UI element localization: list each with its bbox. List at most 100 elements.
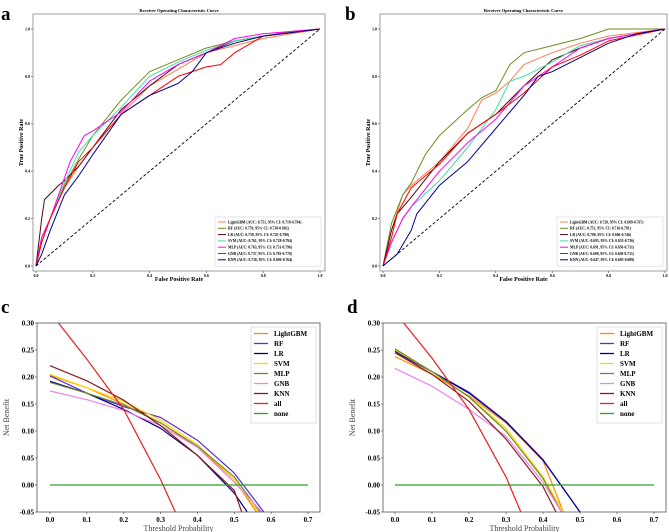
x-tick-label: 0.4 bbox=[147, 273, 152, 278]
plot-frame bbox=[379, 13, 668, 272]
diagonal-reference-line bbox=[35, 28, 321, 267]
legend: LightGBM (AUC: 0.728, 95% CI: 0.689-0.76… bbox=[556, 216, 664, 267]
series-line-svm bbox=[394, 349, 564, 512]
legend-label: RF (AUC: 0.753, 95% CI: 0.716-0.791) bbox=[570, 227, 632, 231]
series-line-rf bbox=[394, 352, 581, 512]
chart-title: Receiver Operating Characteristic Curve bbox=[139, 8, 218, 13]
x-tick-label: 0.2 bbox=[90, 273, 95, 278]
y-tick-label: 0.0 bbox=[372, 263, 377, 268]
series-line-gnb bbox=[382, 28, 666, 267]
legend-box bbox=[214, 216, 322, 267]
series-line-lr bbox=[394, 350, 581, 512]
legend-label: SVM bbox=[274, 360, 290, 368]
plot-area bbox=[49, 323, 308, 512]
x-tick-label: 0.5 bbox=[230, 516, 239, 524]
legend-box bbox=[556, 216, 664, 267]
plot-area bbox=[382, 28, 666, 267]
legend-label: MLP (AUC: 0.691, 95% CI: 0.650-0.731) bbox=[570, 246, 635, 250]
panel-label-c: c bbox=[1, 297, 9, 318]
y-tick-label: 0.8 bbox=[372, 74, 377, 79]
legend-label: MLP bbox=[620, 370, 636, 378]
series-line-rf bbox=[382, 28, 665, 267]
x-tick-label: 0.4 bbox=[539, 516, 548, 524]
y-tick-label: -0.05 bbox=[365, 508, 380, 516]
legend-label: none bbox=[274, 410, 288, 418]
plot-frame bbox=[382, 322, 667, 513]
legend-label: LR (AUC: 0.758, 95% CI: 0.725-0.790) bbox=[228, 233, 290, 237]
series-line-knn bbox=[35, 28, 321, 267]
legend-label: LR bbox=[620, 350, 631, 358]
panel-label-a: a bbox=[1, 4, 11, 25]
x-axis-label: False Positive Rate bbox=[155, 277, 204, 283]
legend: LightGBM RF LR SVM MLP GNB KNN all none bbox=[596, 326, 663, 424]
y-tick-label: 0.20 bbox=[22, 373, 35, 381]
legend: LightGBM (AUC: 0.751, 95% CI: 0.718-0.78… bbox=[214, 216, 322, 267]
legend-label: KNN bbox=[620, 390, 636, 398]
y-tick-label: 0.00 bbox=[22, 481, 35, 489]
y-tick-label: -0.05 bbox=[19, 508, 34, 516]
series-line-rf bbox=[49, 375, 265, 512]
x-tick-label: 0.0 bbox=[381, 273, 386, 278]
x-tick-label: 0.0 bbox=[391, 516, 400, 524]
series-line-knn bbox=[382, 28, 666, 267]
y-tick-label: 0.15 bbox=[22, 400, 35, 408]
legend-label: LightGBM bbox=[620, 330, 653, 338]
y-tick-label: 1.0 bbox=[25, 26, 30, 31]
legend-label: GNB bbox=[620, 380, 636, 388]
x-tick-label: 0.0 bbox=[34, 273, 39, 278]
x-tick-label: 0.4 bbox=[193, 516, 202, 524]
legend-label: LightGBM (AUC: 0.728, 95% CI: 0.689-0.76… bbox=[570, 220, 644, 224]
legend-label: GNB (AUC: 0.737, 95% CI: 0.703-0.770) bbox=[228, 252, 293, 256]
x-tick-label: 1.0 bbox=[318, 273, 323, 278]
y-tick-label: 0.10 bbox=[22, 427, 35, 435]
x-tick-label: 0.8 bbox=[261, 273, 266, 278]
y-axis-label: Net Benefit bbox=[2, 398, 11, 436]
legend-label: SVM bbox=[620, 360, 636, 368]
legend-label: RF bbox=[274, 340, 283, 348]
legend-label: RF bbox=[620, 340, 629, 348]
x-tick-label: 0.1 bbox=[82, 516, 91, 524]
plot-frame bbox=[32, 13, 326, 272]
y-tick-label: 0.30 bbox=[22, 319, 35, 327]
plot-area bbox=[35, 28, 321, 267]
legend-label: KNN (AUC: 0.647, 95% CI: 0.605-0.689) bbox=[570, 258, 635, 262]
x-axis-label: False Positive Rate bbox=[499, 277, 548, 283]
y-tick-label: 0.30 bbox=[368, 319, 381, 327]
x-tick-label: 0.1 bbox=[428, 516, 437, 524]
legend-label: KNN (AUC: 0.730, 95% CI: 0.696-0.764) bbox=[228, 258, 293, 262]
series-line-mlp bbox=[35, 28, 321, 267]
x-tick-label: 1.0 bbox=[663, 273, 668, 278]
x-tick-label: 0.6 bbox=[613, 516, 622, 524]
legend-label: KNN bbox=[274, 390, 290, 398]
series-line-lightgbm bbox=[49, 374, 257, 512]
y-tick-label: 0.05 bbox=[22, 454, 35, 462]
y-tick-label: 0.0 bbox=[25, 263, 30, 268]
legend-label: all bbox=[274, 400, 281, 408]
legend-label: LightGBM (AUC: 0.751, 95% CI: 0.718-0.78… bbox=[228, 220, 302, 224]
series-line-all bbox=[57, 323, 176, 512]
x-tick-label: 0.0 bbox=[46, 516, 55, 524]
x-axis-label: Threshold Probability bbox=[144, 524, 214, 532]
x-tick-label: 0.3 bbox=[502, 516, 511, 524]
y-tick-label: 0.4 bbox=[25, 169, 30, 174]
x-tick-label: 0.2 bbox=[465, 516, 474, 524]
x-tick-label: 0.6 bbox=[550, 273, 555, 278]
y-axis-label: Net Benefit bbox=[348, 398, 357, 436]
y-tick-label: 0.00 bbox=[368, 481, 381, 489]
y-axis-label: True Positive Rate bbox=[19, 119, 25, 167]
y-tick-label: 0.2 bbox=[25, 216, 30, 221]
y-tick-label: 0.6 bbox=[372, 121, 377, 126]
x-tick-label: 0.7 bbox=[650, 516, 659, 524]
x-tick-label: 0.5 bbox=[576, 516, 585, 524]
legend-label: LR (AUC: 0.706, 95% CI: 0.666-0.746) bbox=[570, 233, 632, 237]
series-line-mlp bbox=[394, 348, 563, 512]
series-line-knn bbox=[49, 365, 243, 512]
legend-label: MLP (AUC: 0.763, 95% CI: 0.731-0.796) bbox=[228, 246, 293, 250]
y-tick-label: 0.25 bbox=[368, 346, 381, 354]
panel-label-b: b bbox=[345, 4, 356, 25]
series-line-svm bbox=[49, 373, 259, 512]
x-tick-label: 0.4 bbox=[493, 273, 498, 278]
plot-frame bbox=[36, 322, 321, 513]
y-tick-label: 0.6 bbox=[25, 121, 30, 126]
